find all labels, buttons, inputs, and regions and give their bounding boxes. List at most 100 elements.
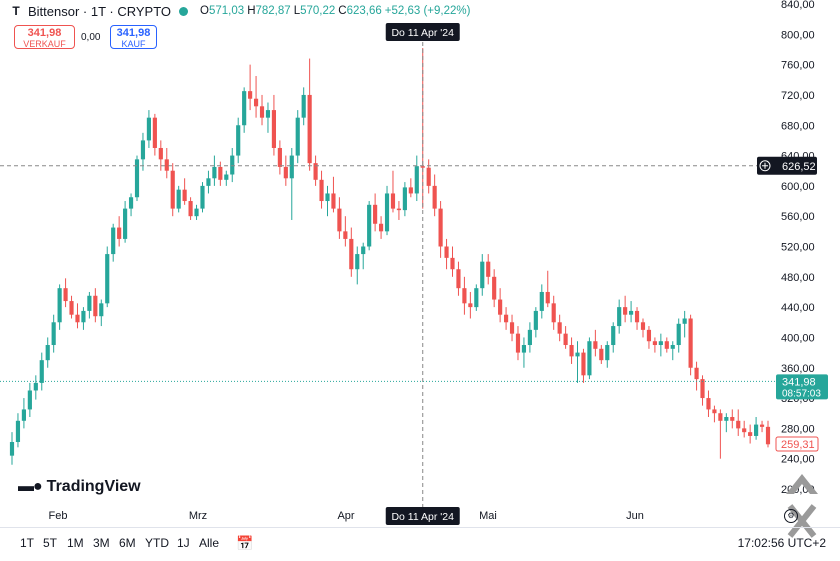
close-label: C — [338, 5, 347, 17]
change-value: +52,63 (+9,22%) — [384, 5, 471, 17]
candle-body — [39, 360, 44, 383]
y-tick-label: 840,00 — [781, 0, 815, 11]
timeframe-1t[interactable]: 1T — [20, 536, 35, 550]
candle-body — [754, 424, 759, 436]
candle-body — [611, 326, 616, 346]
timeframe-ytd[interactable]: YTD — [145, 536, 169, 550]
high-label: H — [247, 5, 256, 17]
candle-body — [456, 269, 461, 289]
buy-button[interactable]: 341,98 KAUF — [110, 25, 157, 49]
crosshair-price-bg — [757, 156, 817, 175]
open-value: 571,03 — [209, 5, 245, 17]
candle-body — [188, 201, 193, 217]
candle-body — [414, 166, 419, 194]
candle-body — [515, 333, 521, 353]
candle-body — [426, 167, 431, 186]
timeframe-1j[interactable]: 1J — [177, 536, 190, 550]
crosshair-date-bottom-bg — [385, 507, 460, 525]
last-price-bg — [775, 436, 819, 452]
candle-body — [289, 155, 294, 179]
candle-body — [724, 417, 729, 421]
candle-body — [557, 322, 562, 334]
bittensor-logo: T — [8, 3, 24, 19]
candle-body — [450, 257, 455, 270]
candle-body — [759, 424, 765, 427]
candle-body — [319, 179, 324, 202]
candle-body — [498, 299, 503, 315]
candle-body — [265, 110, 271, 118]
high-value: 782,87 — [255, 5, 291, 17]
candle-body — [539, 291, 544, 311]
settings-gear-icon[interactable]: ⚙ — [784, 509, 798, 523]
candle-body — [545, 291, 550, 304]
candle-body — [605, 345, 610, 361]
candle-body — [736, 420, 741, 429]
candle-body — [599, 348, 604, 361]
candle-body — [277, 147, 282, 167]
candle-body — [152, 117, 157, 148]
price-chart[interactable]: 840,00800,00760,00720,00680,00640,00600,… — [0, 0, 840, 527]
y-tick-label: 400,00 — [781, 332, 815, 344]
tradingview-mark-icon: ▬● — [18, 478, 43, 495]
timeframe-1m[interactable]: 1M — [67, 536, 84, 550]
candle-body — [730, 417, 735, 421]
candle-body — [99, 303, 104, 317]
candle-body — [652, 341, 657, 346]
candle-body — [331, 193, 336, 209]
sell-label: VERKAUF — [23, 39, 66, 49]
candle-body — [486, 261, 491, 277]
utc-clock[interactable]: 17:02:56 UTC+2 — [737, 536, 826, 550]
candle-body — [140, 140, 146, 160]
candle-body — [748, 432, 753, 436]
candle-body — [682, 318, 687, 324]
candle-body — [87, 295, 92, 311]
x-tick-label: Mrz — [189, 510, 207, 522]
candle-body — [117, 227, 122, 239]
symbol-title[interactable]: Bittensor · 1T · CRYPTO — [28, 3, 172, 19]
y-tick-label: 280,00 — [781, 423, 815, 435]
candle-body — [712, 409, 717, 414]
candle-body — [438, 208, 443, 247]
candle-body — [170, 170, 175, 209]
candle-body — [670, 345, 675, 349]
candle-body — [492, 276, 497, 300]
candle-body — [63, 288, 68, 302]
candle-body — [629, 310, 634, 315]
candle-body — [164, 159, 169, 171]
tradingview-logo[interactable]: ▬● TradingView — [18, 478, 141, 496]
candle-body — [503, 314, 509, 323]
candle-body — [51, 322, 56, 346]
candle-body — [694, 367, 699, 380]
candle-body — [480, 261, 485, 289]
candle-body — [355, 254, 360, 270]
candle-body — [527, 329, 532, 346]
candle-body — [259, 106, 265, 118]
timeframe-5t[interactable]: 5T — [43, 536, 58, 550]
timeframe-6m[interactable]: 6M — [119, 536, 136, 550]
y-tick-label: 440,00 — [781, 302, 815, 314]
candle-body — [581, 352, 586, 376]
candle-body — [182, 189, 187, 202]
candle-body — [509, 322, 515, 334]
candle-body — [57, 288, 62, 323]
y-tick-label: 480,00 — [781, 272, 815, 284]
add-alert-icon — [759, 160, 771, 172]
timeframe-alle[interactable]: Alle — [199, 536, 220, 550]
candle-body — [158, 147, 163, 160]
candle-body — [623, 307, 628, 315]
x-tick-label: Jun — [626, 510, 644, 522]
candle-body — [468, 303, 473, 308]
y-tick-label: 800,00 — [781, 29, 815, 41]
candle-body — [646, 329, 652, 342]
candle-body — [634, 310, 640, 323]
close-value: 623,66 — [346, 5, 382, 17]
crosshair-date-top-bg — [385, 23, 460, 41]
candle-body — [123, 208, 128, 239]
crosshair-price-label: 626,52 — [782, 161, 816, 173]
candle-body — [105, 254, 110, 304]
sell-button[interactable]: 341,98 VERKAUF — [14, 25, 75, 49]
candle-body — [200, 185, 205, 209]
candle-body — [396, 208, 402, 211]
timeframe-3m[interactable]: 3M — [93, 536, 110, 550]
calendar-range-icon[interactable]: 📅 — [236, 535, 254, 551]
